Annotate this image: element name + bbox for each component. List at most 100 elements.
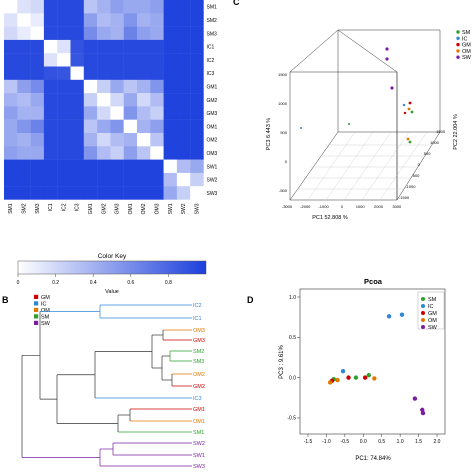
heatmap-cell	[30, 79, 45, 94]
heatmap-cell	[4, 0, 18, 14]
dendrogram-legend-label: GM	[41, 295, 50, 301]
heatmap-cell	[110, 172, 124, 187]
heatmap-cell	[176, 106, 191, 120]
dendrogram-leaf-label: OM2	[193, 372, 205, 378]
heatmap-cell	[4, 13, 18, 27]
heatmap-col-label: OM3	[154, 203, 160, 214]
heatmap-cell	[190, 172, 204, 187]
pcoa-x-tick-label: 1.0	[397, 439, 404, 445]
dendrogram-legend-label: SM	[41, 315, 50, 321]
heatmap-cell	[190, 53, 204, 67]
heatmap-cell	[17, 79, 31, 94]
heatmap-col-label: SW3	[194, 203, 200, 214]
heatmap-cell	[176, 119, 191, 134]
heatmap-cell	[43, 119, 58, 134]
heatmap-cell	[30, 26, 45, 41]
heatmap-cell	[150, 66, 164, 80]
pca-3d-legend-label: IC	[462, 36, 468, 42]
pcoa-point	[399, 312, 405, 317]
dendrogram-leaf-label: SM3	[193, 359, 204, 365]
pca-3d-legend-label: OM	[462, 49, 471, 55]
heatmap-col-label: SW2	[181, 203, 187, 214]
heatmap-cell	[17, 133, 31, 147]
pcoa-x-tick-label: 0.0	[360, 439, 367, 445]
heatmap-cell	[97, 39, 111, 54]
color-key-tick-label: 0	[17, 280, 20, 286]
heatmap-col-label: IC1	[48, 203, 54, 211]
heatmap-cell	[43, 13, 58, 27]
heatmap-cell	[83, 39, 98, 54]
heatmap-cell	[43, 26, 58, 41]
heatmap-cell	[43, 79, 58, 94]
pcoa-title: Pcoa	[364, 277, 383, 286]
heatmap-cell	[70, 39, 84, 54]
heatmap-cell	[70, 159, 84, 174]
pca-3d-point-sw	[390, 86, 394, 90]
heatmap-cell	[30, 119, 45, 134]
heatmap-col-label: SM2	[21, 203, 27, 214]
heatmap-cell	[137, 106, 151, 120]
dendrogram-legend-label: OM	[41, 308, 50, 314]
heatmap-cell	[4, 133, 18, 147]
pca-3d-y-tick: 1000	[278, 101, 288, 106]
pcoa-legend-label: OM	[428, 318, 437, 324]
heatmap-cell	[83, 172, 98, 187]
pcoa-axes: -1.5 -1.0 -0.5 0.0 0.5 1.0 1.5 2.0 -0.5 0.0 0.5 1.0	[287, 295, 440, 445]
pcoa-y-tick-label: -0.5	[287, 416, 296, 422]
heatmap-cell	[190, 0, 204, 14]
heatmap-column-labels: SM1 SM2 SM3 IC1 IC2 IC3 GM1 GM2 GM3 OM1 OM2 OM3 SW1 S…	[8, 203, 200, 214]
heatmap-col-label: SM1	[8, 203, 14, 214]
heatmap-cell	[97, 79, 111, 94]
pca-3d-floor-grid	[297, 131, 432, 201]
pcoa-x-tick-label: 0.5	[378, 439, 385, 445]
heatmap-cell	[150, 159, 164, 174]
dendrogram-legend-swatch	[34, 320, 39, 325]
pcoa-point	[362, 375, 368, 380]
heatmap-row-label: IC2	[207, 58, 215, 64]
pca-3d-points	[300, 47, 414, 144]
dendrogram-tree	[21, 304, 192, 467]
heatmap-cell	[150, 13, 164, 27]
pca-3d-legend-label: SW	[462, 55, 472, 61]
heatmap-cell	[150, 133, 164, 147]
pca-3d-point-sm	[348, 123, 350, 125]
pcoa-x-tick-label: 1.5	[415, 439, 422, 445]
pca-3d-z-tick: 1500	[436, 129, 446, 134]
heatmap-cell	[4, 186, 18, 200]
heatmap-row-label: IC3	[207, 71, 215, 77]
heatmap-cell	[97, 133, 111, 147]
heatmap-cell	[70, 186, 84, 200]
heatmap-cell	[83, 53, 98, 67]
heatmap-cell	[43, 0, 58, 14]
pcoa-point	[335, 377, 340, 383]
heatmap-cell	[83, 93, 98, 107]
heatmap-panel	[4, 0, 204, 200]
heatmap-cell	[43, 106, 58, 120]
heatmap-cell	[70, 53, 84, 67]
heatmap-cell	[30, 186, 45, 200]
heatmap-cell	[163, 119, 178, 134]
heatmap-cell	[30, 0, 45, 14]
heatmap-cell	[110, 0, 124, 14]
heatmap-cell	[110, 106, 124, 120]
pcoa-x-tick-label: -0.5	[341, 439, 350, 445]
heatmap-cell	[17, 106, 31, 120]
dendrogram-legend-label: IC	[41, 302, 47, 308]
heatmap-cell	[123, 26, 138, 41]
pca-3d-point-sm	[410, 110, 414, 114]
pca-3d-legend-marker	[456, 55, 460, 59]
pcoa-point	[346, 375, 351, 380]
heatmap-cell	[30, 106, 45, 120]
heatmap-cell	[57, 26, 71, 41]
heatmap-row-label: OM2	[207, 138, 218, 144]
pcoa-legend-label: IC	[428, 304, 434, 310]
pcoa-y-tick-label: 1.0	[289, 295, 296, 301]
heatmap-cell	[17, 39, 31, 54]
pcoa-point	[366, 373, 372, 378]
heatmap-cell	[123, 93, 138, 107]
heatmap-cell	[150, 93, 164, 107]
pca-3d-point-ic	[300, 127, 302, 129]
heatmap-cell	[17, 146, 31, 160]
pca-3d-legend-marker	[456, 30, 460, 34]
pcoa-xlabel: PC1: 74.84%	[355, 456, 391, 462]
